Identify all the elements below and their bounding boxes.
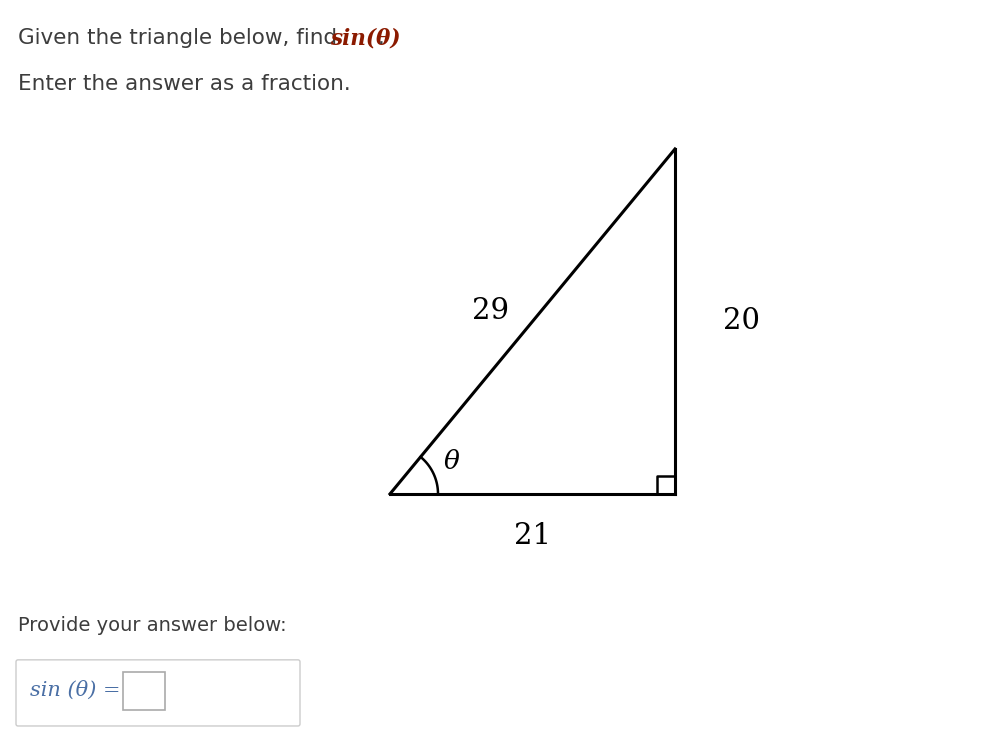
Text: .: . [378,28,385,48]
Text: 29: 29 [472,297,510,326]
Text: Enter the answer as a fraction.: Enter the answer as a fraction. [18,74,350,94]
Text: θ: θ [444,449,460,474]
Text: 21: 21 [514,522,551,550]
Text: 20: 20 [723,307,760,335]
FancyBboxPatch shape [16,660,300,726]
Bar [123,672,165,710]
Text: sin (θ) =: sin (θ) = [30,680,121,700]
Text: Provide your answer below:: Provide your answer below: [18,616,287,635]
Text: Given the triangle below, find: Given the triangle below, find [18,28,344,48]
Text: sin(θ): sin(θ) [330,28,401,50]
